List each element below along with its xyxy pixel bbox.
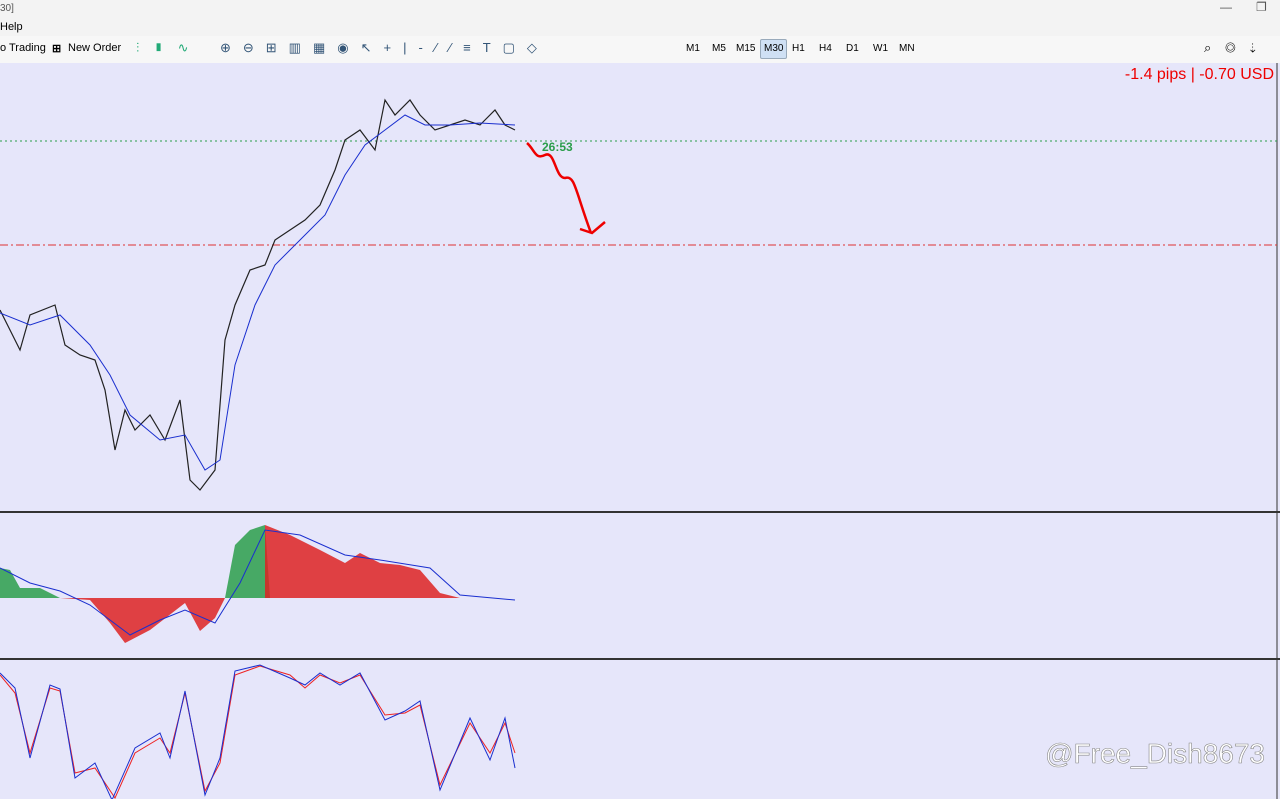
timeframe-button[interactable]: M1 <box>686 43 700 54</box>
timeframe-button[interactable]: W1 <box>873 43 888 54</box>
window-title: 30] <box>0 3 14 14</box>
icon: ⊞ <box>52 43 62 55</box>
chart-background <box>0 63 1280 799</box>
moving-average <box>0 114 516 471</box>
timeframe-button[interactable]: H1 <box>792 43 805 54</box>
macd-signal <box>0 529 516 636</box>
timeframe-button[interactable]: MN <box>899 43 915 54</box>
stochastic-main <box>0 664 516 799</box>
toolbar: o Trading ⊞ New Order ⫶▮∿ ⊕⊖⊞▥▦◉↖+|-⁄⁄≡T… <box>0 36 1280 64</box>
macd-histogram-negative <box>60 598 225 643</box>
algo-trading-button[interactable]: o Trading <box>0 42 46 54</box>
title-bar: 30] — ❐ <box>0 0 1280 18</box>
profit-label: -1.4 pips | -0.70 USD <box>1125 66 1274 83</box>
timeframe-button[interactable]: D1 <box>846 43 859 54</box>
right-icons[interactable]: ⌕◎⇣ <box>1204 40 1270 55</box>
candle-timer: 26:53 <box>542 140 573 154</box>
restore[interactable]: ❐ <box>1256 0 1267 14</box>
new-order-button[interactable]: New Order <box>68 42 122 54</box>
macd-histogram-negative-bars <box>265 525 460 598</box>
timeframe-button[interactable]: M5 <box>712 43 726 54</box>
timeframe-button[interactable]: M15 <box>736 43 756 54</box>
drawn-arrow <box>526 142 606 235</box>
timeframe-button[interactable]: H4 <box>819 43 832 54</box>
minimize[interactable]: — <box>1220 0 1232 14</box>
price-line <box>0 98 516 491</box>
menu-bar: Help <box>0 18 1280 36</box>
chart: 26:53 -1.4 pips | -0.70 USD @Free_Dish86… <box>0 63 1280 799</box>
tool-icons[interactable]: ⫶▮∿ <box>136 40 203 55</box>
tool-icons[interactable]: ⊕⊖⊞▥▦◉↖+|-⁄⁄≡T▢◇ <box>220 40 549 55</box>
timeframe-button[interactable]: M30 <box>760 39 788 59</box>
menu-item[interactable]: Help <box>0 21 23 33</box>
macd-histogram-positive <box>0 568 60 598</box>
watermark: @Free_Dish8673 <box>1045 738 1265 769</box>
